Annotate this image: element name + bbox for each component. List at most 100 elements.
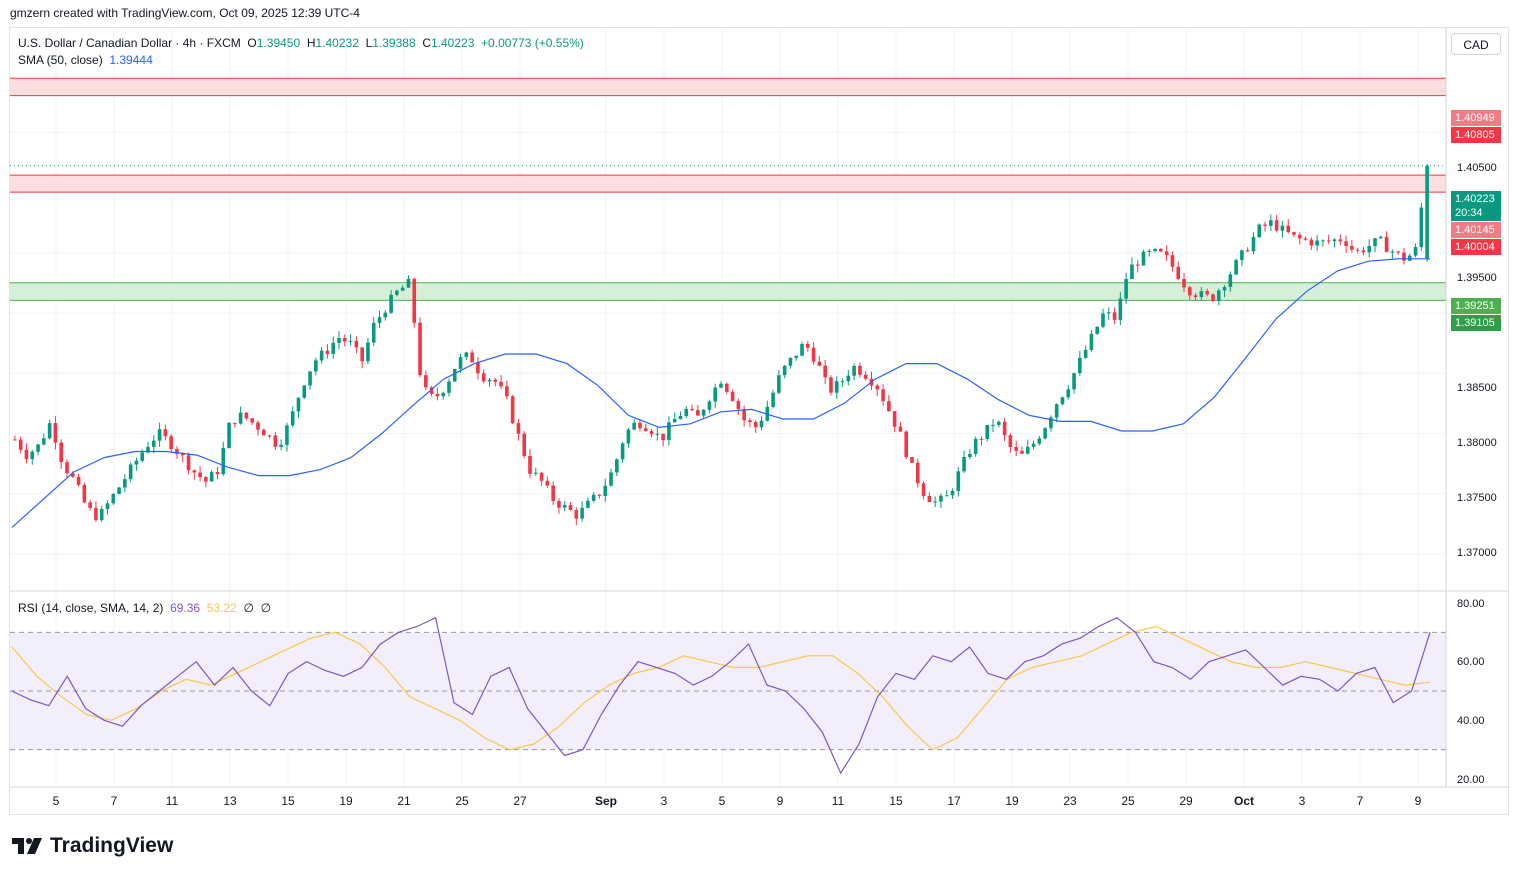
candle-body — [927, 496, 932, 503]
candle-body — [418, 322, 422, 376]
candle-body — [1234, 260, 1238, 275]
candle-body — [881, 389, 885, 402]
candle-body — [412, 278, 417, 323]
candle-body — [227, 422, 231, 449]
rsi-value: 69.36 — [170, 601, 201, 615]
candle-body — [921, 483, 926, 497]
date-label: 3 — [1298, 794, 1306, 808]
candle-body — [1135, 264, 1140, 266]
candle-body — [117, 487, 121, 495]
candle-body — [342, 338, 347, 342]
candle-body — [314, 360, 318, 372]
candle-body — [1124, 279, 1128, 299]
price-tick: 1.38500 — [1457, 382, 1497, 394]
candle-body — [962, 456, 966, 472]
candle-body — [1350, 246, 1354, 250]
candle-body — [221, 448, 226, 475]
date-label: 19 — [1005, 794, 1019, 808]
candle-body — [1066, 389, 1071, 398]
candle-body — [1037, 438, 1042, 444]
chart-frame — [9, 27, 1509, 815]
candle-body — [1373, 238, 1377, 247]
last-price-tag: 1.40223 — [1451, 191, 1501, 207]
date-label: 3 — [660, 794, 668, 808]
candle-body — [1089, 333, 1094, 350]
candle-body — [915, 462, 920, 484]
candle-body — [53, 423, 58, 443]
candle-body — [615, 459, 619, 473]
candle-body — [753, 422, 758, 428]
symbol-title: U.S. Dollar / Canadian Dollar · 4h · FXC… — [18, 36, 241, 50]
resistance-zone-top-fill — [10, 78, 1446, 96]
candle-body — [736, 400, 741, 410]
candle-body — [846, 375, 851, 382]
candle-body — [134, 460, 139, 465]
candle-body — [788, 357, 793, 366]
date-label: 21 — [397, 794, 411, 808]
candle-body — [186, 455, 191, 471]
candle-body — [377, 317, 382, 323]
candle-body — [435, 393, 440, 397]
candle-body — [1274, 220, 1279, 231]
candle-body — [1193, 295, 1198, 297]
rsi-legend: RSI (14, close, SMA, 14, 2) 69.36 53.22 … — [18, 601, 272, 615]
candle-body — [319, 350, 324, 361]
sma-50-line — [11, 258, 1430, 528]
chart-credit: gmzern created with TradingView.com, Oct… — [10, 6, 360, 20]
countdown-tag: 20:34 — [1451, 205, 1501, 221]
rsi-pane — [10, 616, 1446, 775]
candle-body — [904, 431, 909, 458]
candle-body — [811, 347, 816, 362]
candle-body — [968, 453, 972, 457]
date-label: 9 — [776, 794, 784, 808]
date-label: 13 — [223, 794, 237, 808]
candle-body — [1216, 290, 1221, 301]
tradingview-logo-text: TradingView — [50, 834, 174, 857]
candle-body — [76, 476, 81, 485]
candle-body — [238, 412, 243, 424]
candle-body — [1297, 234, 1302, 239]
date-label: 11 — [165, 794, 179, 808]
candle-body — [152, 440, 156, 447]
candle-body — [1153, 248, 1157, 251]
candle-body — [834, 381, 839, 393]
candle-body — [1095, 326, 1100, 334]
candle-body — [1060, 397, 1065, 405]
candle-body — [672, 419, 677, 423]
candle-body — [997, 421, 1001, 425]
candle-body — [1176, 266, 1181, 279]
candle-body — [1188, 287, 1192, 296]
candle-body — [290, 411, 295, 426]
candle-body — [209, 471, 214, 482]
candle-body — [840, 381, 845, 383]
candle-body — [59, 442, 63, 463]
candle-body — [701, 409, 706, 416]
candle-body — [522, 433, 527, 457]
candle-body — [1054, 404, 1059, 418]
candle-body — [991, 424, 995, 426]
currency-selector[interactable]: CAD — [1451, 33, 1501, 55]
candle-body — [950, 490, 955, 496]
candle-body — [331, 342, 336, 355]
candle-body — [1309, 239, 1314, 246]
candle-body — [371, 322, 376, 343]
support-zone-fill — [10, 282, 1446, 301]
candle-body — [510, 396, 515, 424]
candle-body — [1379, 236, 1383, 239]
candle-body — [429, 387, 434, 394]
candle-body — [1303, 238, 1308, 240]
sma-value: 1.39444 — [109, 53, 153, 67]
candle-body — [383, 312, 388, 318]
candle-body — [1321, 240, 1325, 242]
candle-body — [493, 379, 498, 382]
date-label-month: Sep — [594, 794, 618, 808]
date-label: 11 — [831, 794, 845, 808]
candle-body — [18, 439, 23, 450]
rsi-band-fill — [10, 632, 1446, 750]
zones — [10, 77, 1446, 301]
candle-body — [1384, 236, 1389, 252]
tradingview-logo[interactable]: TradingView — [12, 834, 173, 858]
candle-body — [1396, 251, 1400, 253]
candle-body — [1263, 224, 1267, 226]
